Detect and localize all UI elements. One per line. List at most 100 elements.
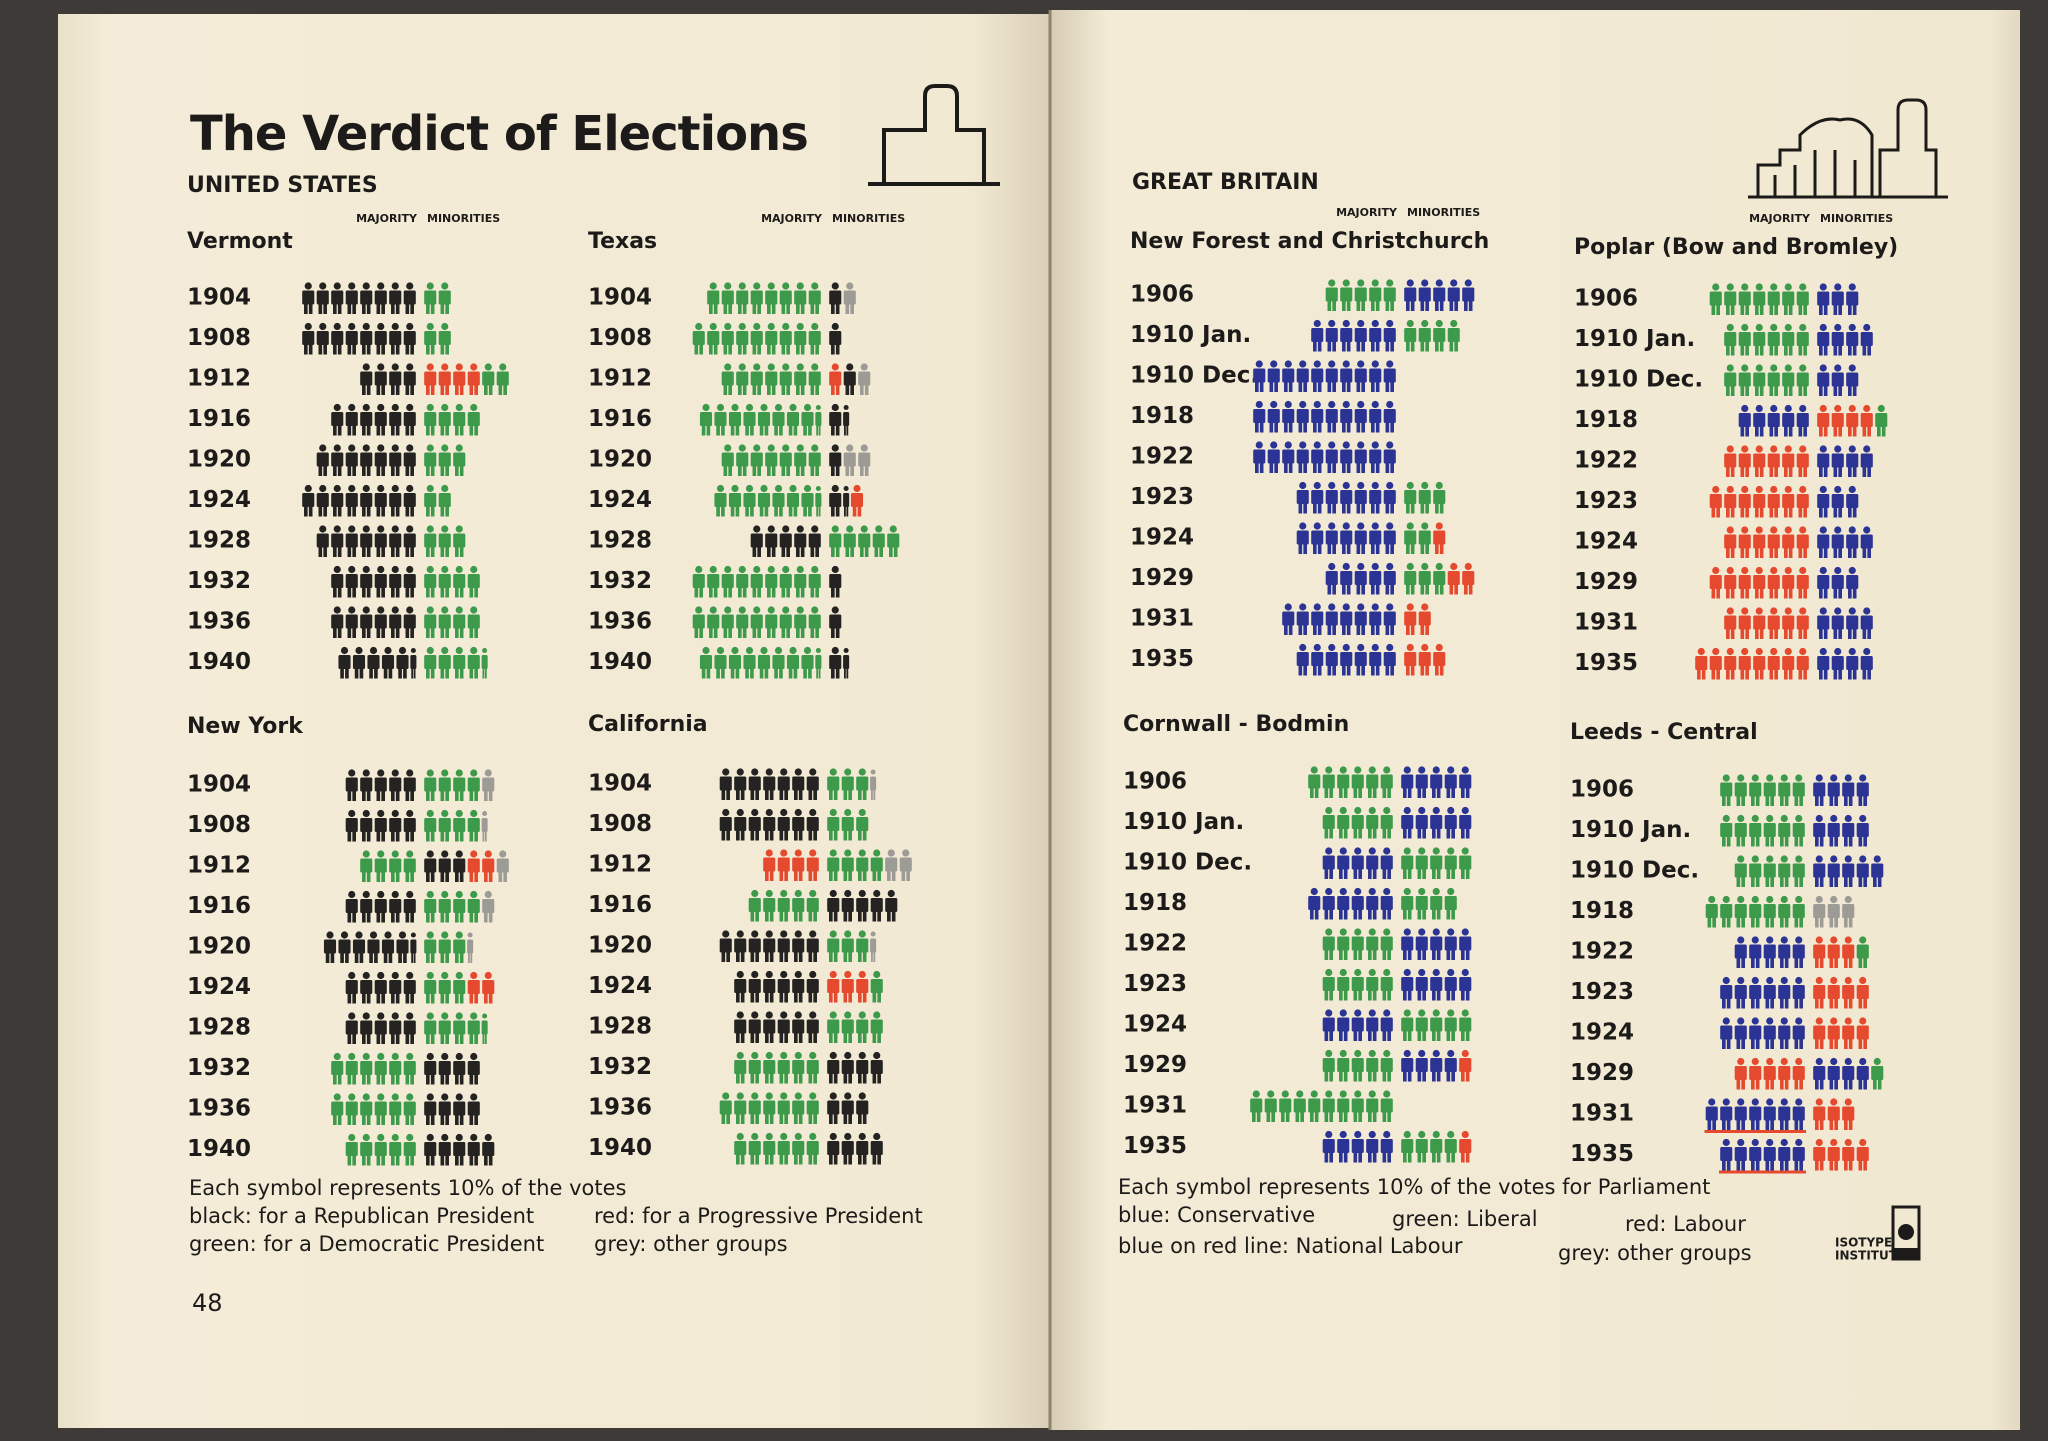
figure-body xyxy=(360,1020,373,1035)
figure-head xyxy=(1819,404,1827,413)
figure-leg xyxy=(1736,916,1741,928)
figure-body xyxy=(827,1019,840,1034)
figure-head xyxy=(1435,279,1443,287)
figure-head xyxy=(745,646,754,655)
symbol-group xyxy=(424,525,466,557)
figure-leg xyxy=(362,586,366,598)
figure-leg xyxy=(813,1032,817,1043)
figure-body xyxy=(748,1019,761,1034)
figure-body xyxy=(1763,1106,1776,1121)
figure-leg xyxy=(765,870,769,881)
figure-leg xyxy=(376,627,381,638)
figure-body xyxy=(1337,774,1350,789)
figure-leg xyxy=(1711,506,1716,518)
year-label: 1906 xyxy=(1123,769,1187,795)
figure-leg xyxy=(1449,583,1454,595)
figure-leg xyxy=(877,870,881,881)
figure-body xyxy=(302,493,315,507)
figure-head xyxy=(753,444,761,452)
figure-leg xyxy=(774,505,778,517)
figure-leg xyxy=(858,829,862,841)
figure-head xyxy=(1766,895,1774,904)
figure-leg xyxy=(1432,827,1436,839)
figure-leg xyxy=(1339,908,1343,920)
figure-leg xyxy=(815,546,819,557)
year-label: 1910 Jan. xyxy=(1130,322,1251,348)
figure-leg xyxy=(1454,300,1458,311)
figure-leg xyxy=(426,1033,430,1044)
figure-body xyxy=(467,858,480,873)
figure-head xyxy=(846,363,854,371)
figure-leg xyxy=(410,303,414,314)
figure-body xyxy=(1860,615,1873,630)
symbol-group xyxy=(827,768,869,800)
figure-body xyxy=(424,1020,437,1035)
figure-leg xyxy=(716,424,720,436)
figure-leg xyxy=(430,586,435,598)
figure-head xyxy=(377,444,385,452)
figure-head xyxy=(484,890,492,899)
figure-body xyxy=(1311,328,1324,342)
figure-leg xyxy=(1701,668,1706,680)
figure-leg xyxy=(459,1154,464,1166)
ballot-icon xyxy=(868,84,1000,186)
figure-leg xyxy=(796,303,800,314)
figure-leg xyxy=(752,384,757,395)
figure-body xyxy=(1444,774,1457,789)
figure-body xyxy=(734,938,747,953)
figure-leg xyxy=(721,1113,726,1124)
figure-leg xyxy=(1823,466,1828,477)
symbol-group xyxy=(1817,647,1873,680)
figure-body xyxy=(345,574,358,588)
figure-leg xyxy=(850,384,854,395)
symbol-group xyxy=(1322,1130,1393,1163)
figure-leg xyxy=(1327,381,1332,392)
panel-title: Cornwall - Bodmin xyxy=(1123,712,1349,737)
symbol-group xyxy=(734,1132,819,1165)
figure-head xyxy=(751,1011,759,1019)
figure-body xyxy=(765,331,778,345)
figure-leg xyxy=(1446,908,1451,920)
figure-body xyxy=(438,899,451,913)
figure-body xyxy=(1337,815,1350,829)
figure-head xyxy=(1780,1098,1788,1106)
figure-head xyxy=(1863,607,1871,615)
figure-leg xyxy=(1420,664,1425,676)
figure-head xyxy=(1418,928,1426,936)
figure-body xyxy=(1763,863,1776,878)
figure-body xyxy=(1782,413,1795,427)
figure-leg xyxy=(835,505,840,517)
figure-body xyxy=(438,939,451,954)
symbol-group xyxy=(1404,319,1460,352)
figure-head xyxy=(1313,441,1321,449)
figure-leg xyxy=(803,505,807,517)
national-labour-line xyxy=(1719,1170,1806,1174)
year-label: 1940 xyxy=(187,1136,251,1162)
figure-head xyxy=(1325,806,1333,815)
figure-leg xyxy=(1833,466,1838,477)
figure-body xyxy=(1401,977,1414,991)
figure-head xyxy=(695,565,703,574)
figure-leg xyxy=(445,303,449,314)
figure-leg xyxy=(808,910,813,922)
figure-leg xyxy=(752,627,757,638)
figure-leg xyxy=(484,911,488,923)
figure-leg xyxy=(426,790,430,801)
figure-leg xyxy=(1755,547,1759,558)
figure-leg xyxy=(1784,304,1788,315)
figure-body xyxy=(381,655,395,669)
figure-head xyxy=(1252,1090,1260,1098)
figure-leg xyxy=(843,789,848,800)
figure-head xyxy=(499,363,507,371)
figure-body xyxy=(467,574,480,588)
figure-body xyxy=(1322,1139,1335,1153)
figure-leg xyxy=(455,830,459,842)
figure-leg xyxy=(484,667,487,679)
figure-leg xyxy=(1407,1151,1412,1163)
figure-leg xyxy=(410,1073,414,1085)
figure-leg xyxy=(1317,543,1322,554)
figure-leg xyxy=(798,951,803,962)
figure-head xyxy=(384,646,392,655)
figure-head xyxy=(1461,806,1469,815)
figure-leg xyxy=(1361,543,1365,554)
